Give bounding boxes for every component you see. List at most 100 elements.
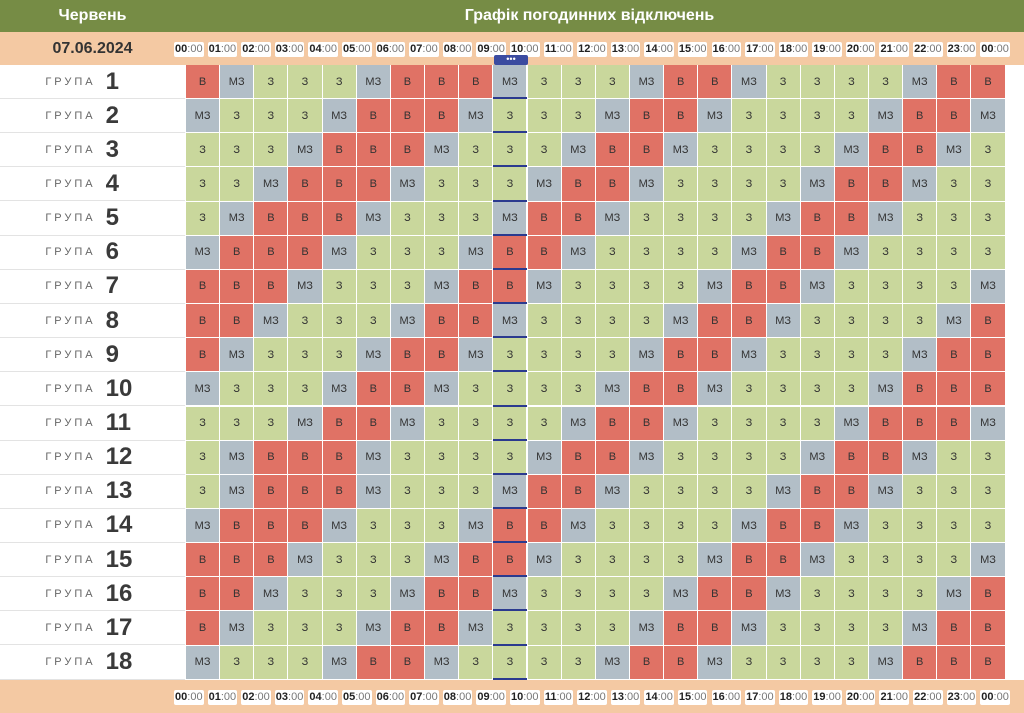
- schedule-cell[interactable]: В: [629, 133, 665, 168]
- schedule-cell[interactable]: З: [527, 338, 562, 373]
- schedule-cell[interactable]: В: [322, 133, 357, 168]
- schedule-cell[interactable]: З: [561, 611, 596, 646]
- schedule-cell[interactable]: В: [254, 508, 289, 544]
- schedule-cell[interactable]: З: [425, 235, 460, 270]
- schedule-cell[interactable]: В: [527, 474, 562, 509]
- schedule-cell[interactable]: МЗ: [629, 338, 665, 373]
- schedule-cell[interactable]: МЗ: [425, 372, 460, 407]
- schedule-cell[interactable]: В: [903, 133, 938, 168]
- schedule-cell[interactable]: З: [595, 508, 630, 544]
- schedule-cell[interactable]: МЗ: [937, 133, 972, 168]
- schedule-cell[interactable]: МЗ: [732, 65, 767, 100]
- schedule-cell[interactable]: В: [971, 338, 1006, 373]
- schedule-cell[interactable]: В: [800, 201, 835, 236]
- schedule-cell[interactable]: МЗ: [629, 65, 665, 100]
- schedule-cell[interactable]: З: [698, 508, 733, 544]
- schedule-cell[interactable]: МЗ: [629, 611, 665, 646]
- schedule-cell[interactable]: З: [220, 372, 255, 407]
- schedule-cell[interactable]: З: [459, 474, 494, 509]
- schedule-cell[interactable]: З: [288, 99, 323, 134]
- schedule-cell[interactable]: В: [664, 372, 699, 407]
- schedule-cell[interactable]: З: [629, 474, 665, 509]
- schedule-cell[interactable]: З: [971, 235, 1006, 270]
- schedule-cell[interactable]: МЗ: [664, 406, 699, 441]
- schedule-cell[interactable]: З: [629, 508, 665, 544]
- schedule-cell[interactable]: З: [766, 406, 801, 441]
- schedule-cell[interactable]: З: [664, 235, 699, 270]
- schedule-cell[interactable]: З: [869, 269, 904, 305]
- schedule-cell[interactable]: МЗ: [766, 201, 801, 236]
- schedule-cell[interactable]: В: [322, 406, 357, 441]
- schedule-cell[interactable]: З: [493, 99, 528, 134]
- schedule-cell[interactable]: МЗ: [561, 235, 596, 270]
- schedule-cell[interactable]: З: [937, 543, 972, 578]
- schedule-cell[interactable]: В: [356, 167, 391, 202]
- schedule-cell[interactable]: МЗ: [425, 269, 460, 305]
- schedule-cell[interactable]: МЗ: [664, 304, 699, 339]
- schedule-cell[interactable]: З: [561, 645, 596, 680]
- schedule-cell[interactable]: МЗ: [186, 235, 221, 270]
- schedule-cell[interactable]: З: [390, 235, 426, 270]
- schedule-cell[interactable]: З: [493, 372, 528, 407]
- schedule-cell[interactable]: В: [459, 65, 494, 100]
- schedule-cell[interactable]: З: [971, 440, 1006, 475]
- schedule-cell[interactable]: З: [800, 372, 835, 407]
- schedule-cell[interactable]: МЗ: [220, 474, 255, 509]
- schedule-cell[interactable]: З: [698, 474, 733, 509]
- schedule-cell[interactable]: В: [595, 133, 630, 168]
- schedule-cell[interactable]: З: [527, 133, 562, 168]
- schedule-cell[interactable]: З: [493, 338, 528, 373]
- schedule-cell[interactable]: В: [322, 167, 357, 202]
- schedule-cell[interactable]: МЗ: [527, 269, 562, 305]
- schedule-cell[interactable]: З: [561, 543, 596, 578]
- schedule-cell[interactable]: МЗ: [834, 406, 869, 441]
- schedule-cell[interactable]: З: [698, 406, 733, 441]
- schedule-cell[interactable]: В: [425, 99, 460, 134]
- schedule-cell[interactable]: В: [425, 304, 460, 339]
- schedule-cell[interactable]: З: [186, 167, 221, 202]
- schedule-cell[interactable]: В: [493, 235, 528, 270]
- schedule-cell[interactable]: В: [527, 235, 562, 270]
- schedule-cell[interactable]: МЗ: [459, 508, 494, 544]
- schedule-cell[interactable]: З: [732, 474, 767, 509]
- schedule-cell[interactable]: З: [766, 133, 801, 168]
- schedule-cell[interactable]: В: [698, 65, 733, 100]
- schedule-cell[interactable]: В: [186, 65, 221, 100]
- schedule-cell[interactable]: З: [322, 338, 357, 373]
- schedule-cell[interactable]: З: [732, 133, 767, 168]
- schedule-cell[interactable]: МЗ: [425, 645, 460, 680]
- schedule-cell[interactable]: З: [459, 406, 494, 441]
- schedule-cell[interactable]: З: [356, 508, 391, 544]
- schedule-cell[interactable]: З: [390, 269, 426, 305]
- schedule-cell[interactable]: З: [800, 338, 835, 373]
- schedule-cell[interactable]: В: [186, 304, 221, 339]
- schedule-cell[interactable]: В: [903, 645, 938, 680]
- schedule-cell[interactable]: МЗ: [220, 611, 255, 646]
- schedule-cell[interactable]: В: [220, 543, 255, 578]
- schedule-cell[interactable]: МЗ: [869, 201, 904, 236]
- schedule-cell[interactable]: З: [732, 201, 767, 236]
- schedule-cell[interactable]: З: [356, 577, 391, 612]
- schedule-cell[interactable]: З: [561, 269, 596, 305]
- schedule-cell[interactable]: З: [766, 611, 801, 646]
- schedule-cell[interactable]: В: [629, 99, 665, 134]
- schedule-cell[interactable]: МЗ: [459, 338, 494, 373]
- schedule-cell[interactable]: З: [527, 611, 562, 646]
- schedule-cell[interactable]: З: [459, 133, 494, 168]
- schedule-cell[interactable]: З: [869, 338, 904, 373]
- schedule-cell[interactable]: З: [698, 440, 733, 475]
- schedule-cell[interactable]: З: [869, 577, 904, 612]
- schedule-cell[interactable]: В: [425, 65, 460, 100]
- schedule-cell[interactable]: МЗ: [254, 304, 289, 339]
- schedule-cell[interactable]: З: [903, 577, 938, 612]
- schedule-cell[interactable]: В: [903, 99, 938, 134]
- schedule-cell[interactable]: З: [322, 577, 357, 612]
- schedule-cell[interactable]: В: [971, 611, 1006, 646]
- schedule-cell[interactable]: В: [971, 372, 1006, 407]
- schedule-cell[interactable]: МЗ: [732, 508, 767, 544]
- schedule-cell[interactable]: З: [903, 201, 938, 236]
- schedule-cell[interactable]: МЗ: [356, 65, 391, 100]
- schedule-cell[interactable]: З: [459, 440, 494, 475]
- schedule-cell[interactable]: В: [390, 645, 426, 680]
- schedule-cell[interactable]: МЗ: [971, 406, 1006, 441]
